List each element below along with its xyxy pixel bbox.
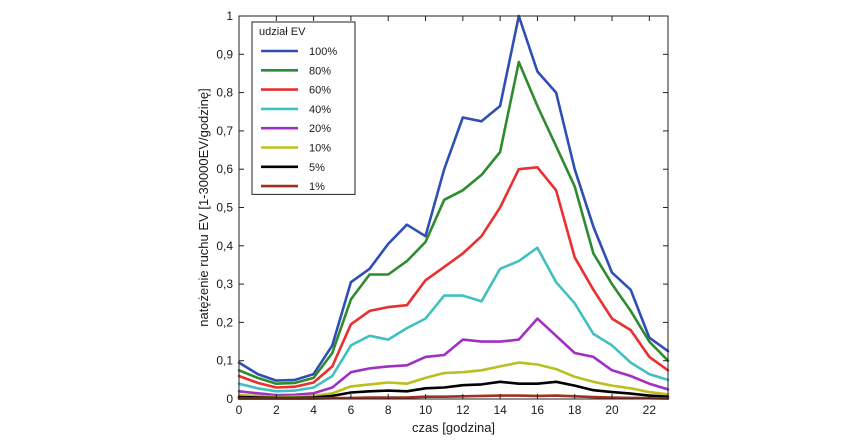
x-tick-label: 8 <box>385 403 392 417</box>
y-tick-label: 0,2 <box>216 315 233 329</box>
y-tick-label: 0,5 <box>216 201 233 215</box>
series-line-40pct <box>237 246 670 393</box>
y-tick-label: 0,4 <box>216 239 233 253</box>
legend-label: 5% <box>309 162 325 174</box>
y-axis-title: natężenie ruchu EV [1-30000EV/godzinę] <box>196 88 211 327</box>
x-tick-label: 0 <box>236 403 243 417</box>
y-tick-label: 0,9 <box>216 47 233 61</box>
series-line-80pct <box>237 60 670 386</box>
series-line-20pct <box>237 317 670 397</box>
x-tick-label: 4 <box>310 403 317 417</box>
y-tick-label: 0 <box>226 392 233 406</box>
y-tick-label: 0,7 <box>216 124 233 138</box>
x-tick-label: 22 <box>643 403 657 417</box>
legend-label: 60% <box>309 85 331 97</box>
x-tick-label: 2 <box>273 403 280 417</box>
y-tick-label: 0,1 <box>216 354 233 368</box>
legend-label: 10% <box>309 143 331 155</box>
series-layer <box>237 14 670 400</box>
x-tick-label: 18 <box>568 403 582 417</box>
x-tick-label: 20 <box>605 403 619 417</box>
x-axis-title: czas [godzina] <box>412 420 495 435</box>
legend-label: 100% <box>309 46 337 58</box>
x-tick-label: 12 <box>456 403 470 417</box>
y-tick-label: 0,8 <box>216 86 233 100</box>
x-tick-label: 6 <box>348 403 355 417</box>
y-tick-label: 1 <box>226 9 233 23</box>
y-tick-label: 0,3 <box>216 277 233 291</box>
legend-label: 1% <box>309 181 325 193</box>
x-tick-label: 16 <box>531 403 545 417</box>
legend-title: udział EV <box>259 26 306 38</box>
axis-ticks <box>238 15 668 400</box>
series-line-10pct <box>237 361 670 399</box>
series-line-100pct <box>237 14 670 382</box>
legend-label: 80% <box>309 65 331 77</box>
y-tick-label: 0,6 <box>216 162 233 176</box>
series-line-60pct <box>237 166 670 389</box>
x-tick-label: 14 <box>493 403 507 417</box>
legend-label: 20% <box>309 123 331 135</box>
legend-items: 100% 80% 60% 40% 20% 10% 5% 1% <box>261 46 337 193</box>
x-tick-label: 10 <box>419 403 433 417</box>
legend-label: 40% <box>309 104 331 116</box>
legend: udział EV 100% 80% 60% 40% 20% 10% 5% 1% <box>251 21 356 195</box>
tick-labels: 0 2 4 6 8 10 12 14 16 18 20 22 0 0,1 0,2 0,3 0,4 0,5 0,6 0,… <box>216 9 656 417</box>
